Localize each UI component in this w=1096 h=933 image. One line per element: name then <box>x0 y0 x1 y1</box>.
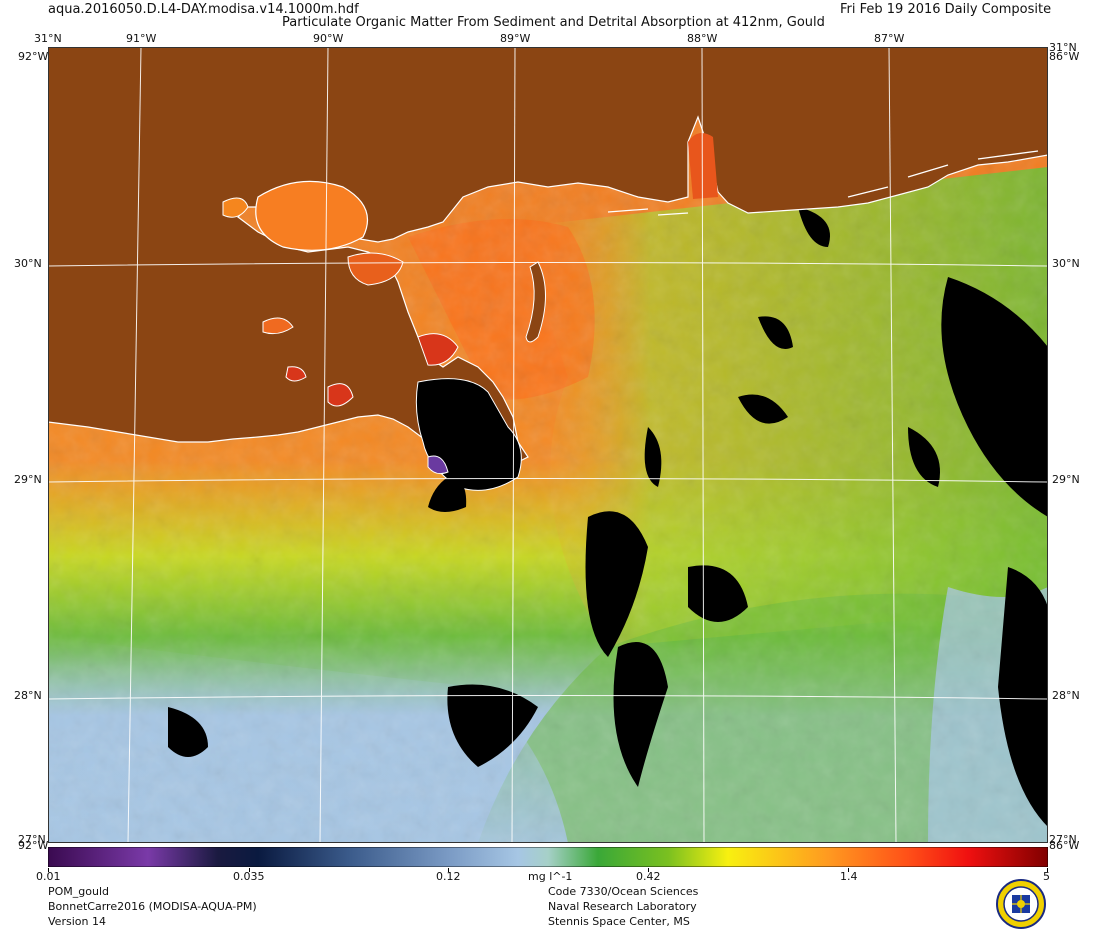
colorbar-tick <box>648 868 649 872</box>
map-panel <box>48 47 1048 843</box>
lon-label-89w: 89°W <box>500 32 531 45</box>
lon-label-88w: 88°W <box>687 32 718 45</box>
map-frame <box>48 47 1048 843</box>
barrier-islands <box>607 150 1039 216</box>
colorbar-units: mg l^-1 <box>528 870 573 883</box>
lat-label-top-right: 31°N <box>1049 41 1077 54</box>
map-title: Particulate Organic Matter From Sediment… <box>282 15 825 30</box>
lon-label-87w: 87°W <box>874 32 905 45</box>
lat-label-30n-right: 30°N <box>1052 257 1080 270</box>
lat-label-bottom-left: 27°N <box>18 833 46 846</box>
colorbar-tick <box>848 868 849 872</box>
colorbar-label-4: 1.4 <box>840 870 858 883</box>
lon-label-90w: 90°W <box>313 32 344 45</box>
colorbar-gradient <box>47 846 1049 868</box>
colorbar-label-2: 0.12 <box>436 870 461 883</box>
chandeleur-islands <box>525 261 546 343</box>
colorbar-tick <box>1047 868 1048 872</box>
seal-icon <box>996 879 1046 929</box>
graticule <box>48 47 1048 843</box>
colorbar-tick <box>249 868 250 872</box>
colorbar-tick <box>448 868 449 872</box>
lon-label-91w: 91°W <box>126 32 157 45</box>
lat-label-28n-left: 28°N <box>14 689 42 702</box>
map-svg <box>48 47 1048 843</box>
lon-label-right-bottom: 86°W <box>1049 839 1080 852</box>
filename-label: aqua.2016050.D.L4-DAY.modisa.v14.1000m.h… <box>48 2 359 17</box>
product-name: POM_gould <box>48 885 110 898</box>
nrl-seal-logo <box>996 879 1046 929</box>
lat-label-28n-right: 28°N <box>1052 689 1080 702</box>
version-label: Version 14 <box>48 915 106 928</box>
colorbar-label-1: 0.035 <box>233 870 265 883</box>
lat-label-29n-left: 29°N <box>14 473 42 486</box>
colorbar-label-0: 0.01 <box>36 870 61 883</box>
org-location: Stennis Space Center, MS <box>548 915 690 928</box>
lon-label-left-top: 92°W <box>18 50 49 63</box>
lat-label-30n-left: 30°N <box>14 257 42 270</box>
colorbar-label-3: 0.42 <box>636 870 661 883</box>
colorbar <box>47 846 1049 868</box>
lon-label-right-top: 86°W <box>1049 50 1080 63</box>
org-code: Code 7330/Ocean Sciences <box>548 885 699 898</box>
lat-label-top-left: 31°N <box>34 32 62 45</box>
colorbar-label-5: 5 <box>1043 870 1050 883</box>
delta-marsh <box>285 333 459 407</box>
lon-label-left-bottom: 92°W <box>18 839 49 852</box>
mississippi-delta <box>415 378 522 512</box>
lake-pontchartrain <box>347 252 404 286</box>
date-label: Fri Feb 19 2016 Daily Composite <box>840 2 1052 17</box>
lat-label-29n-right: 29°N <box>1052 473 1080 486</box>
colorbar-tick <box>48 868 49 872</box>
lat-label-bottom-right: 27°N <box>1049 833 1077 846</box>
no-data-patches <box>48 207 1048 827</box>
colorbar-svg <box>47 846 1049 868</box>
org-name: Naval Research Laboratory <box>548 900 697 913</box>
region-name: BonnetCarre2016 (MODISA-AQUA-PM) <box>48 900 257 913</box>
lakes <box>222 133 718 335</box>
